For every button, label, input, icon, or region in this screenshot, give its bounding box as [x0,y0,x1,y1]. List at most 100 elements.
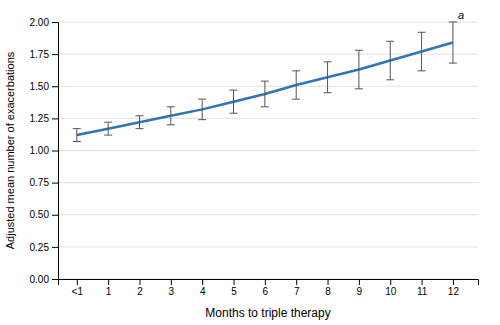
error-bar-stem [264,81,265,107]
y-tick-label: 0.75 [30,177,50,188]
error-bar-cap-lower [135,128,143,129]
y-axis-title: Adjusted mean number of exacerbations [4,51,16,249]
x-tick-label: 6 [263,286,269,297]
y-tick-label: 1.25 [30,113,50,124]
x-tick-label: 8 [325,286,331,297]
y-tick-mark [52,183,58,184]
error-bar-cap-lower [418,70,426,71]
x-tick-mark [171,279,172,285]
error-bar-stem [108,122,109,135]
error-bar [230,90,238,113]
x-axis-title: Months to triple therapy [205,306,330,320]
y-tick: 0.75 [30,177,58,188]
plot-area: <11234567891011120.000.250.500.751.001.2… [30,9,479,297]
x-tick: 3 [169,279,175,297]
x-tick-label: 2 [137,286,143,297]
error-bar [324,62,332,93]
x-tick-label: 4 [200,286,206,297]
error-bar-stem [202,99,203,120]
error-bar-cap-upper [135,115,143,116]
error-bar-stem [358,50,359,89]
error-bar [135,116,143,129]
x-tick: <1 [72,279,84,297]
error-bar-cap-lower [449,63,457,64]
error-bar [418,32,426,71]
error-bar-stem [452,22,453,63]
grid-line [58,214,478,215]
error-bar-stem [233,90,234,113]
error-bar-cap-lower [104,135,112,136]
y-tick-label: 1.00 [30,145,50,156]
error-bar-cap-lower [230,113,238,114]
grid-line [58,118,478,119]
error-bar [198,99,206,120]
x-tick: 11 [417,279,428,297]
error-bars [73,22,457,142]
x-tick: 7 [294,279,300,297]
x-axis-line [59,280,479,286]
x-tick-label: 10 [385,286,397,297]
x-tick-mark [77,279,78,285]
grid [58,22,478,279]
error-bar-cap-lower [324,92,332,93]
x-tick: 9 [357,279,363,297]
error-bar [292,71,300,99]
grid-line [58,150,478,151]
x-tick: 5 [231,279,237,297]
x-tick-mark [108,279,109,285]
y-tick-label: 0.50 [30,209,50,220]
error-bar-cap-upper [418,32,426,33]
marks [73,22,457,142]
error-bar-cap-upper [261,81,269,82]
x-tick-label: 3 [169,286,175,297]
error-bar-cap-lower [261,106,269,107]
y-tick: 0.50 [30,209,58,220]
x-tick: 4 [200,279,206,297]
error-bar-cap-upper [324,61,332,62]
x-tick: 8 [325,279,331,297]
y-tick-label: 1.50 [30,81,50,92]
y-axis: 0.000.250.500.751.001.251.501.752.00 [30,17,59,285]
error-bar-stem [170,107,171,125]
error-bar-cap-upper [292,70,300,71]
x-tick: 2 [137,279,143,297]
error-bar [355,50,363,89]
error-bar-cap-upper [167,106,175,107]
x-tick-mark [296,279,297,285]
y-tick: 0.00 [30,274,58,285]
y-tick-mark [52,22,58,23]
x-axis: <1123456789101112 [59,279,479,297]
error-bar-stem [421,32,422,71]
y-tick-mark [52,247,58,248]
x-tick-mark [202,279,203,285]
x-tick: 12 [448,279,460,297]
error-bar [167,107,175,125]
grid-line [58,86,478,87]
y-tick: 2.00 [30,17,58,28]
y-tick: 1.25 [30,113,58,124]
grid-line [58,246,478,247]
y-tick-label: 0.00 [30,274,50,285]
x-tick: 1 [106,279,112,297]
x-tick-mark [139,279,140,285]
x-tick-mark [453,279,454,285]
grid-line [58,22,478,23]
error-bar [386,41,394,80]
y-tick-label: 0.25 [30,242,50,253]
x-tick-label: 7 [294,286,300,297]
error-bar-stem [139,116,140,129]
grid-line [58,182,478,183]
x-tick-label: 9 [357,286,363,297]
y-tick: 0.25 [30,242,58,253]
error-bar-cap-upper [355,50,363,51]
error-bar [449,22,457,63]
x-tick-mark [359,279,360,285]
error-bar-cap-upper [230,90,238,91]
error-bar-stem [296,71,297,99]
error-bar-cap-upper [449,22,457,23]
y-tick-label: 2.00 [30,17,50,28]
x-tick-label: 1 [106,286,112,297]
y-tick-mark [52,215,58,216]
error-bar-cap-upper [73,128,81,129]
x-tick-mark [328,279,329,285]
